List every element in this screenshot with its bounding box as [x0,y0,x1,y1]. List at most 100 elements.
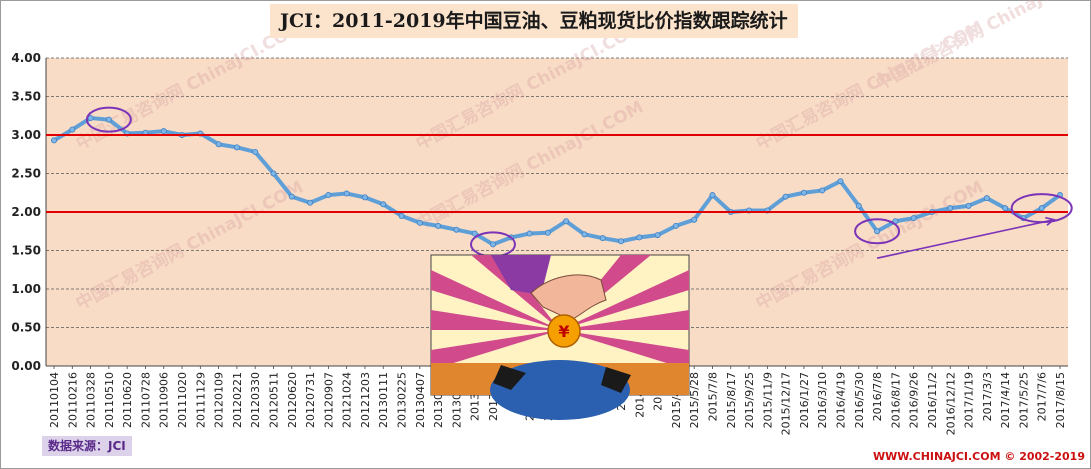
data-point [288,193,295,200]
data-point [691,216,698,223]
sleeve [491,255,551,295]
x-tick-label: 2017/1/19 [963,372,976,428]
data-point [618,238,625,245]
data-point [819,187,826,194]
data-point [544,229,551,236]
data-point [965,202,972,209]
data-point [69,126,76,133]
x-tick-label: 20120330 [249,372,262,428]
x-tick-label: 20110906 [158,372,171,428]
x-tick-label: 2017/4/14 [999,372,1012,428]
data-point [654,232,661,239]
x-tick-label: 20120620 [286,372,299,428]
data-point [51,137,58,144]
y-tick-label: 3.50 [11,90,41,104]
chart-title: JCI：2011-2019年中国豆油、豆粕现货比价指数跟踪统计 [270,4,798,38]
data-point [563,218,570,225]
y-tick-label: 0.00 [11,359,41,373]
x-tick-label: 2015/12/17 [780,372,793,435]
x-tick-label: 2015/5/28 [688,372,701,428]
data-point [782,193,789,200]
data-point [361,194,368,201]
inset-illustration: ¥ [430,254,690,420]
x-tick-label: 20111129 [194,372,207,428]
y-tick-label: 1.50 [11,244,41,258]
x-tick-label: 20130111 [377,372,390,428]
data-point [105,116,112,123]
x-tick-label: 2016/11/2 [926,372,939,428]
x-tick-label: 20110328 [85,372,98,428]
x-tick-label: 2016/9/26 [908,372,921,428]
x-tick-label: 20110728 [139,372,152,428]
x-tick-label: 20120109 [213,372,226,428]
y-tick-label: 1.00 [11,282,41,296]
x-tick-label: 20110620 [121,372,134,428]
x-tick-label: 20121024 [341,372,354,428]
data-point [837,178,844,185]
svg-text:¥: ¥ [558,322,569,341]
data-point [526,230,533,237]
x-tick-label: 2017/8/15 [1054,372,1067,428]
data-point [1038,205,1045,212]
trend-arrow-head [1045,216,1056,226]
data-point [874,228,881,235]
data-point [215,141,222,148]
x-tick-label: 2015/8/17 [725,372,738,428]
hand-icon [530,274,607,321]
x-tick-label: 2016/8/17 [889,372,902,428]
trend-arrow [876,218,1055,259]
data-point [599,235,606,242]
y-tick-label: 2.00 [11,205,41,219]
x-tick-label: 2016/7/8 [871,372,884,421]
data-point [416,219,423,226]
data-point [160,128,167,135]
source-label: 数据来源：JCI [42,436,132,456]
x-tick-label: 2016/4/19 [835,372,848,428]
x-tick-label: 2015/11/9 [761,372,774,428]
globe-icon [490,360,630,420]
data-point [489,241,496,248]
y-tick-label: 2.50 [11,167,41,181]
x-tick-label: 20110216 [66,372,79,428]
yuan-coin-icon [547,314,581,348]
footer-copyright: WWW.CHINAJCI.COM © 2002-2019 [872,450,1085,463]
highlight-ellipse [85,106,132,133]
x-tick-label: 20130407 [414,372,427,428]
data-point [855,202,862,209]
x-tick-label: 2016/3/10 [816,372,829,428]
x-tick-label: 2015/7/8 [706,372,719,421]
x-tick-label: 20120221 [231,372,244,428]
x-tick-label: 2016/12/12 [944,372,957,435]
data-point [380,201,387,208]
x-tick-label: 2017/5/25 [1017,372,1030,428]
x-tick-label: 20130225 [396,372,409,428]
data-point [233,144,240,151]
data-point [453,226,460,233]
data-point [947,205,954,212]
x-tick-label: 20120731 [304,372,317,428]
x-tick-label: 2017/3/3 [981,372,994,421]
data-point [709,192,716,199]
data-point [325,192,332,199]
x-tick-label: 20121203 [359,372,372,428]
x-tick-label: 2017/7/6 [1036,372,1049,421]
y-tick-label: 4.00 [11,51,41,65]
x-tick-label: 20110510 [103,372,116,428]
x-tick-label: 20120907 [322,372,335,428]
data-point [581,231,588,238]
x-tick-label: 20120511 [267,372,280,428]
data-point [343,190,350,197]
data-point [1002,205,1009,212]
data-point [471,230,478,237]
data-point [636,234,643,241]
y-tick-label: 3.00 [11,128,41,142]
data-point [398,212,405,219]
highlight-ellipse [854,218,901,245]
data-point [800,189,807,196]
x-tick-label: 20111020 [176,372,189,428]
data-point [983,195,990,202]
x-tick-label: 20110104 [48,372,61,428]
data-point [270,170,277,177]
x-tick-label: 2016/5/30 [853,372,866,428]
